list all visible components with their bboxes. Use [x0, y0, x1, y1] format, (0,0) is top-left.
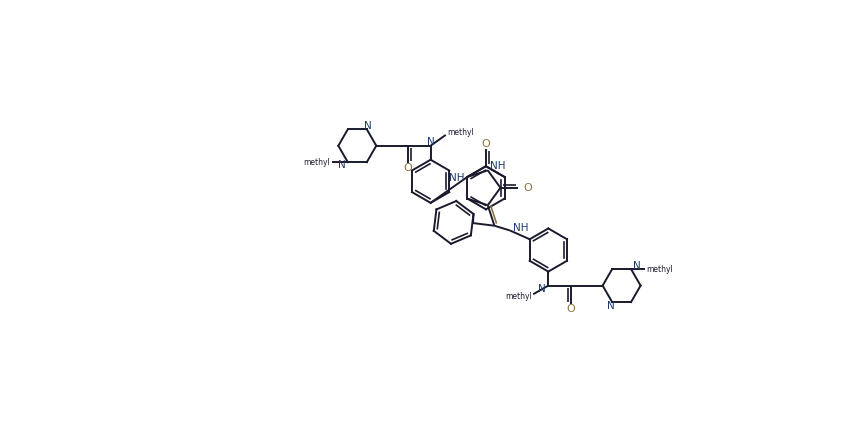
Text: O: O [567, 304, 575, 314]
Text: methyl: methyl [303, 158, 330, 166]
Text: NH: NH [449, 173, 464, 183]
Text: N: N [427, 137, 435, 147]
Text: O: O [523, 183, 532, 193]
Text: NH: NH [490, 161, 505, 172]
Text: NH: NH [513, 223, 528, 233]
Text: N: N [538, 284, 546, 294]
Text: methyl: methyl [647, 265, 673, 274]
Text: N: N [607, 301, 615, 311]
Text: methyl: methyl [505, 292, 532, 301]
Text: methyl: methyl [447, 128, 474, 137]
Text: N: N [337, 160, 346, 170]
Text: O: O [481, 139, 490, 148]
Text: N: N [633, 261, 642, 271]
Text: O: O [404, 163, 412, 173]
Text: N: N [364, 121, 371, 131]
